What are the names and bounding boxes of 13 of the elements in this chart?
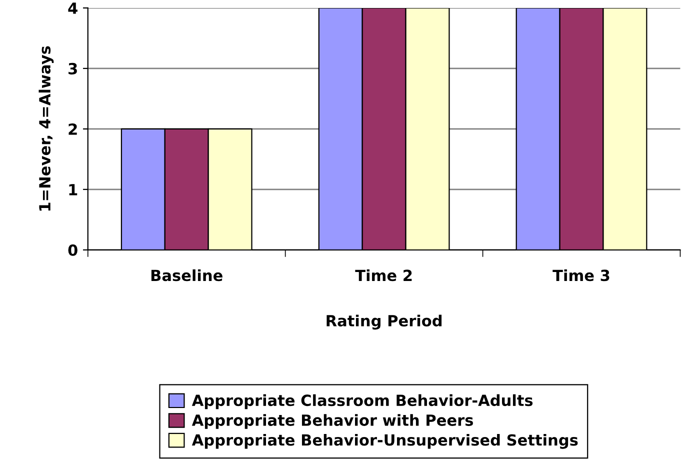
legend-label: Appropriate Behavior with Peers [192,414,473,429]
x-tick-label: Time 3 [552,269,610,282]
y-tick-label: 4 [68,2,78,14]
y-tick-label: 0 [68,244,78,256]
x-tick-label: Time 2 [355,269,412,282]
y-tick-label: 3 [68,62,77,74]
x-tick-label: Baseline [151,269,222,282]
x-axis-title: Rating Period [326,314,442,330]
y-axis-title: 1=Never, 4=Always [38,46,54,211]
y-tick-label: 2 [68,123,77,135]
y-tick-label: 1 [69,184,78,196]
legend-label: Appropriate Behavior-Unsupervised Settings [192,434,578,449]
legend-label: Appropriate Classroom Behavior-Adults [192,394,533,410]
